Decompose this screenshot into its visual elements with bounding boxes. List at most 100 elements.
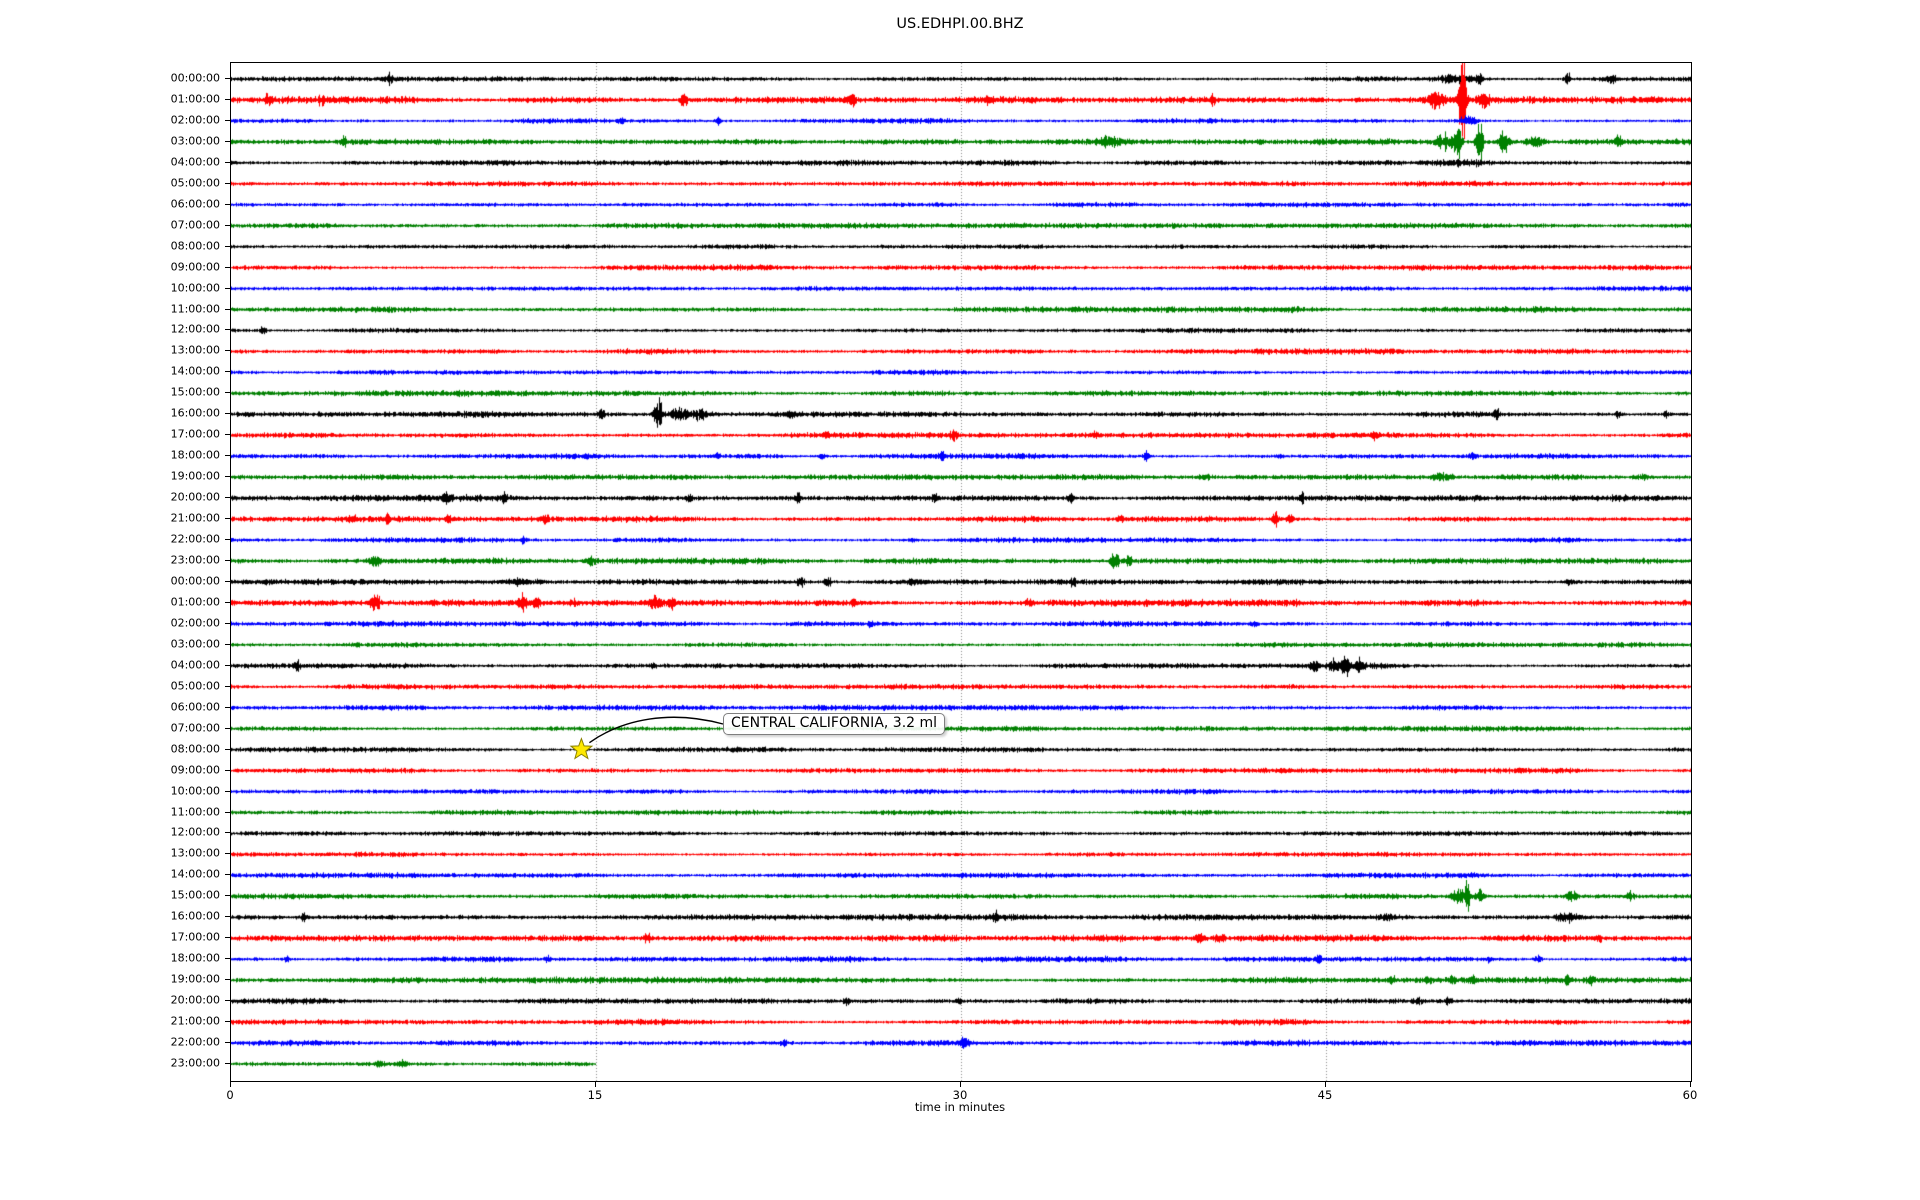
- y-tick-mark: [225, 161, 230, 163]
- y-tick-mark: [225, 308, 230, 310]
- y-tick-label-row-4: 04:00:00: [170, 155, 220, 169]
- y-tick-label-row-35: 11:00:00: [170, 805, 220, 818]
- y-tick-label-row-8: 08:00:00: [170, 239, 220, 253]
- y-tick-mark: [225, 434, 230, 436]
- y-tick-mark: [225, 1042, 230, 1044]
- y-tick-mark: [225, 497, 230, 499]
- x-tick-mark: [230, 1082, 231, 1087]
- y-tick-mark: [225, 958, 230, 960]
- y-tick-label-row-44: 20:00:00: [170, 993, 220, 1007]
- y-tick-label-row-36: 12:00:00: [170, 825, 220, 839]
- y-tick-mark: [225, 916, 230, 918]
- y-tick-mark: [225, 727, 230, 729]
- y-tick-mark: [225, 78, 230, 79]
- y-tick-mark: [225, 853, 230, 855]
- y-tick-label-row-10: 10:00:00: [170, 281, 220, 295]
- x-tick-label-30: 30: [952, 1088, 968, 1102]
- y-tick-label-row-1: 01:00:00: [170, 92, 220, 106]
- y-tick-mark: [225, 622, 230, 624]
- y-tick-mark: [225, 140, 230, 142]
- y-tick-mark: [225, 832, 230, 834]
- y-tick-mark: [225, 476, 230, 478]
- y-tick-label-row-45: 21:00:00: [170, 1014, 220, 1028]
- y-tick-mark: [225, 1063, 230, 1064]
- y-tick-label-row-7: 07:00:00: [170, 218, 220, 232]
- y-tick-label-row-19: 19:00:00: [170, 469, 220, 483]
- y-tick-mark: [225, 748, 230, 750]
- x-tick-mark: [960, 1082, 961, 1087]
- y-tick-label-row-40: 16:00:00: [170, 909, 220, 923]
- y-tick-mark: [225, 769, 230, 771]
- x-tick-mark: [595, 1082, 596, 1087]
- y-tick-label-row-20: 20:00:00: [170, 490, 220, 504]
- x-tick-mark: [1690, 1082, 1691, 1087]
- y-tick-label-row-13: 13:00:00: [170, 343, 220, 357]
- y-tick-label-row-39: 15:00:00: [170, 888, 220, 902]
- y-tick-label-row-21: 21:00:00: [170, 511, 220, 525]
- y-tick-mark: [225, 98, 230, 100]
- y-tick-label-row-28: 04:00:00: [170, 658, 220, 672]
- y-tick-label-row-22: 22:00:00: [170, 532, 220, 546]
- y-tick-label-row-32: 08:00:00: [170, 742, 220, 756]
- y-tick-mark: [225, 874, 230, 876]
- y-tick-label-row-14: 14:00:00: [170, 364, 220, 378]
- y-tick-label-row-24: 00:00:00: [170, 574, 220, 588]
- y-tick-mark: [225, 350, 230, 352]
- x-tick-label-45: 45: [1317, 1088, 1333, 1102]
- y-tick-mark: [225, 937, 230, 939]
- y-tick-label-row-18: 18:00:00: [170, 448, 220, 462]
- y-tick-mark: [225, 790, 230, 792]
- y-tick-mark: [225, 455, 230, 457]
- y-tick-label-row-11: 11:00:00: [170, 302, 220, 316]
- y-tick-mark: [225, 413, 230, 415]
- y-tick-mark: [225, 1021, 230, 1023]
- y-tick-label-row-5: 05:00:00: [170, 176, 220, 190]
- y-tick-label-row-16: 16:00:00: [170, 406, 220, 420]
- y-tick-mark: [225, 203, 230, 205]
- y-tick-mark: [225, 706, 230, 708]
- y-tick-label-row-9: 09:00:00: [170, 260, 220, 274]
- figure-title: US.EDHPI.00.BHZ: [896, 16, 1024, 32]
- event-annotation-label: CENTRAL CALIFORNIA, 3.2 ml: [723, 713, 946, 735]
- y-tick-mark: [225, 287, 230, 289]
- y-tick-mark: [225, 518, 230, 520]
- y-tick-label-row-41: 17:00:00: [170, 930, 220, 944]
- y-tick-mark: [225, 580, 230, 582]
- y-tick-label-row-3: 03:00:00: [170, 134, 220, 148]
- y-tick-mark: [225, 266, 230, 268]
- x-tick-label-60: 60: [1682, 1088, 1698, 1102]
- y-tick-label-row-34: 10:00:00: [170, 784, 220, 798]
- y-tick-label-row-33: 09:00:00: [170, 763, 220, 777]
- y-tick-label-row-15: 15:00:00: [170, 385, 220, 399]
- y-tick-mark: [225, 664, 230, 666]
- trace-canvas: [231, 63, 1691, 1081]
- y-tick-mark: [225, 119, 230, 121]
- y-tick-label-row-27: 03:00:00: [170, 637, 220, 651]
- y-tick-mark: [225, 1000, 230, 1002]
- y-tick-label-row-6: 06:00:00: [170, 197, 220, 211]
- y-tick-label-row-12: 12:00:00: [170, 322, 220, 336]
- y-tick-mark: [225, 371, 230, 373]
- y-tick-mark: [225, 224, 230, 226]
- y-tick-mark: [225, 539, 230, 541]
- y-tick-mark: [225, 643, 230, 645]
- y-tick-label-row-46: 22:00:00: [170, 1035, 220, 1049]
- y-tick-mark: [225, 895, 230, 897]
- y-tick-mark: [225, 182, 230, 184]
- y-tick-mark: [225, 685, 230, 687]
- y-tick-label-row-31: 07:00:00: [170, 721, 220, 735]
- y-tick-mark: [225, 811, 230, 813]
- y-tick-label-row-2: 02:00:00: [170, 113, 220, 127]
- plot-area: CENTRAL CALIFORNIA, 3.2 ml: [230, 62, 1692, 1082]
- x-axis-label: time in minutes: [914, 1100, 1006, 1114]
- y-tick-label-row-37: 13:00:00: [170, 846, 220, 860]
- y-tick-label-row-26: 02:00:00: [170, 616, 220, 630]
- y-tick-label-row-42: 18:00:00: [170, 951, 220, 965]
- y-tick-mark: [225, 601, 230, 603]
- x-tick-label-15: 15: [587, 1088, 603, 1102]
- y-tick-label-row-0: 00:00:00: [170, 71, 220, 85]
- y-tick-label-row-25: 01:00:00: [170, 595, 220, 609]
- y-tick-label-row-23: 23:00:00: [170, 553, 220, 567]
- y-tick-label-row-30: 06:00:00: [170, 700, 220, 714]
